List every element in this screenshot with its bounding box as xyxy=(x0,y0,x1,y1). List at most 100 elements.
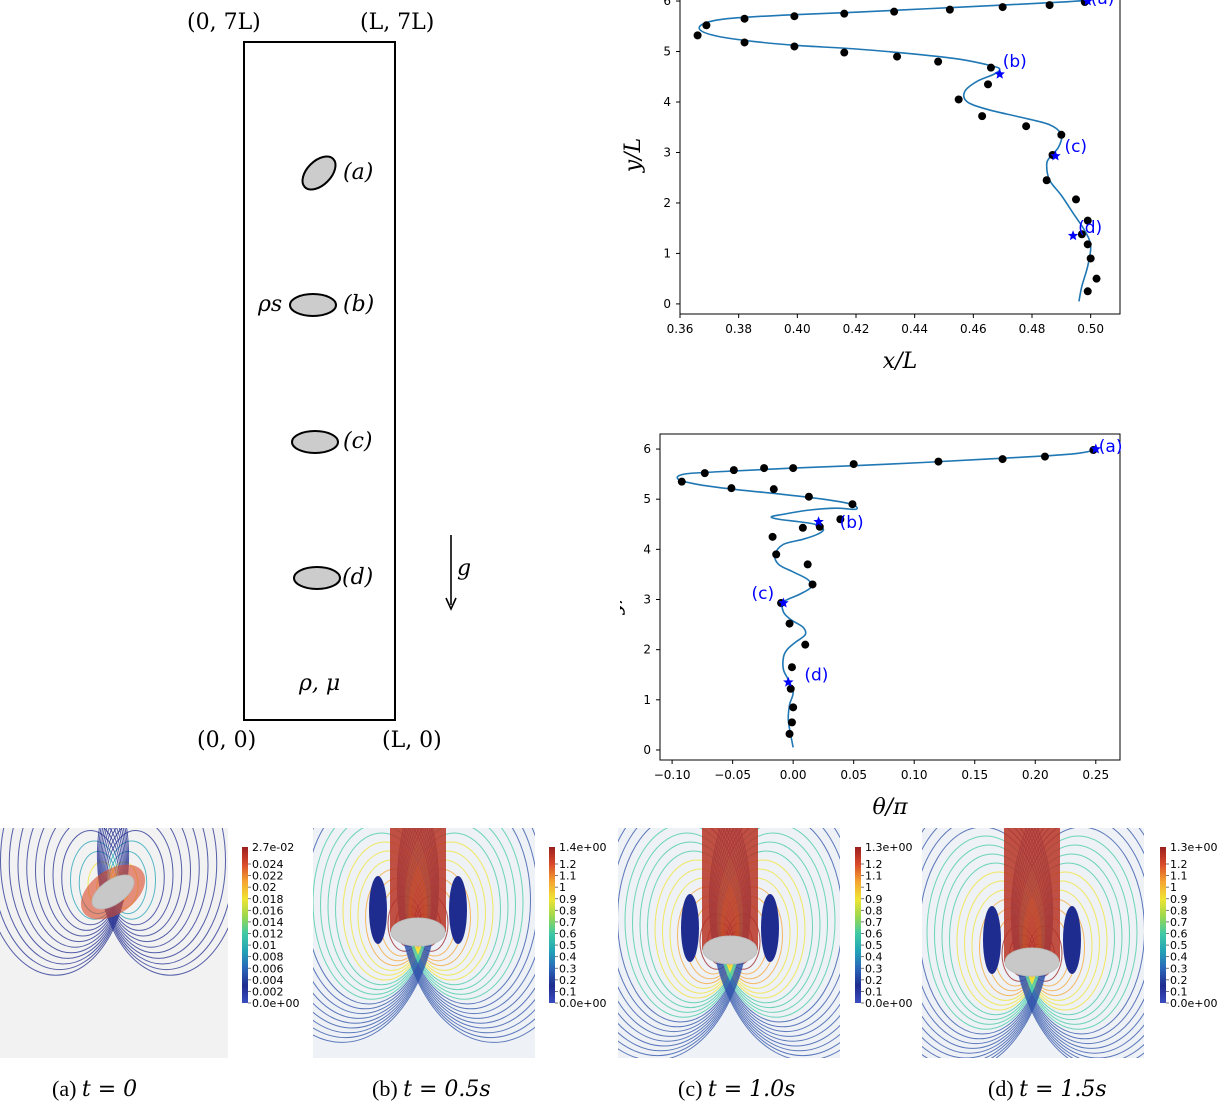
x-tick-label: 0.40 xyxy=(784,322,811,336)
particle-label-b: (b) xyxy=(343,292,375,317)
data-point xyxy=(787,718,796,727)
colorbar-tick-label: 0.8 xyxy=(865,904,883,917)
y-axis-label: y/L xyxy=(620,580,626,615)
data-point xyxy=(848,500,857,509)
y-tick-label: 0 xyxy=(643,743,651,757)
streamline xyxy=(0,828,127,965)
data-point xyxy=(786,684,795,693)
data-point xyxy=(1057,130,1066,139)
particle-b xyxy=(289,293,337,317)
caption-d: (d) t = 1.5s xyxy=(988,1076,1107,1102)
y-tick-label: 6 xyxy=(643,442,651,456)
corner-label-bottom-right: (L, 0) xyxy=(382,728,442,753)
data-point xyxy=(840,48,849,57)
y-tick-label: 2 xyxy=(663,196,671,210)
data-point xyxy=(801,640,810,649)
vortex-left xyxy=(369,876,387,944)
marker-star xyxy=(783,676,794,687)
colorbar-tick-label: 0.6 xyxy=(1170,928,1188,941)
colorbar-tick-label: 1.2 xyxy=(1170,858,1188,871)
colorbar-tick-label: 1 xyxy=(559,881,566,894)
colorbar-tick-label: 0.1 xyxy=(1170,985,1188,998)
y-tick-label: 6 xyxy=(663,0,671,8)
data-point xyxy=(1077,230,1086,239)
y-tick-label: 1 xyxy=(643,693,651,707)
y-tick-label: 3 xyxy=(643,593,651,607)
x-tick-label: 0.15 xyxy=(961,768,988,782)
colorbar-tick-label: 0.006 xyxy=(252,962,284,975)
data-point xyxy=(789,703,798,712)
colorbar-tick-label: 0.012 xyxy=(252,928,284,941)
data-point xyxy=(815,522,824,531)
colorbar-tick-label: 0.5 xyxy=(559,939,577,952)
colorbar xyxy=(1160,847,1166,1003)
wake-region xyxy=(1004,828,1060,962)
streamline xyxy=(103,828,191,943)
x-axis-label: x/L xyxy=(883,349,917,374)
plot-area xyxy=(693,0,1101,302)
marker-label: (d) xyxy=(1078,218,1102,238)
gravity-arrow-head xyxy=(445,597,457,611)
colorbar-tick-label: 0.9 xyxy=(865,893,883,906)
streamline xyxy=(101,828,209,954)
wake-region xyxy=(390,828,446,932)
colorbar-tick-label: 0.014 xyxy=(252,916,284,929)
data-point xyxy=(893,52,902,61)
y-tick-label: 0 xyxy=(663,297,671,311)
data-point xyxy=(1045,1,1054,10)
colorbar-tick-label: 0.016 xyxy=(252,904,284,917)
particle-label-c: (c) xyxy=(343,429,373,454)
corner-label-top-right: (L, 7L) xyxy=(360,10,435,35)
data-point xyxy=(787,663,796,672)
particle-label-d: (d) xyxy=(342,565,374,590)
vortex-left xyxy=(983,906,1001,974)
colorbar-tick-label: 1.1 xyxy=(559,870,577,883)
y-tick-label: 4 xyxy=(663,95,671,109)
data-point xyxy=(790,12,799,21)
data-point xyxy=(740,38,749,47)
data-point xyxy=(677,477,686,486)
particle-a xyxy=(301,155,337,191)
vortex-right xyxy=(761,894,779,962)
data-point xyxy=(785,729,794,738)
caption-b: (b) t = 0.5s xyxy=(372,1076,491,1102)
data-point xyxy=(836,515,845,524)
corner-label-bottom-left: (0, 0) xyxy=(197,728,257,753)
streamline xyxy=(96,828,228,976)
data-point xyxy=(729,466,738,475)
marker-star xyxy=(1067,230,1079,241)
colorbar-tick-label: 0.0e+00 xyxy=(559,997,606,1010)
particle-body xyxy=(1004,947,1060,977)
x-tick-label: −0.05 xyxy=(714,768,751,782)
data-point xyxy=(978,112,987,121)
colorbar-tick-label: 0.1 xyxy=(559,985,577,998)
colorbar-tick-label: 0.02 xyxy=(252,881,277,894)
data-point xyxy=(1072,195,1080,204)
data-point xyxy=(772,550,781,559)
data-point xyxy=(1092,274,1101,283)
caption-a: (a) t = 0 xyxy=(52,1076,138,1102)
data-point xyxy=(998,455,1007,464)
data-point xyxy=(934,457,943,466)
particle-label-a: (a) xyxy=(343,160,374,185)
y-tick-label: 2 xyxy=(643,643,651,657)
colorbar-tick-label: 0.024 xyxy=(252,858,284,871)
data-point xyxy=(986,63,995,72)
marker-star xyxy=(778,597,789,608)
domain-sketch xyxy=(243,41,457,721)
data-point xyxy=(785,619,794,628)
streamline xyxy=(102,828,200,948)
y-tick-label: 5 xyxy=(643,492,651,506)
data-point xyxy=(804,492,813,501)
data-point xyxy=(727,484,736,493)
orientation-chart: −0.10 −0.05 0.00 0.05 0.10 0.15 0.20 0.25 0 1 2 3 4 5… xyxy=(620,433,1122,820)
colorbar-tick-label: 0.4 xyxy=(865,951,883,964)
colorbar-max-label: 1.3e+00 xyxy=(865,841,912,854)
x-tick-label: 0.38 xyxy=(725,322,752,336)
streamline xyxy=(0,828,129,971)
data-point xyxy=(1083,240,1092,249)
colorbar-tick-label: 0.8 xyxy=(559,904,577,917)
colorbar-tick-label: 0.0e+00 xyxy=(1170,997,1217,1010)
marker-label: (d) xyxy=(804,665,828,685)
flow-field-panel xyxy=(313,828,535,1058)
